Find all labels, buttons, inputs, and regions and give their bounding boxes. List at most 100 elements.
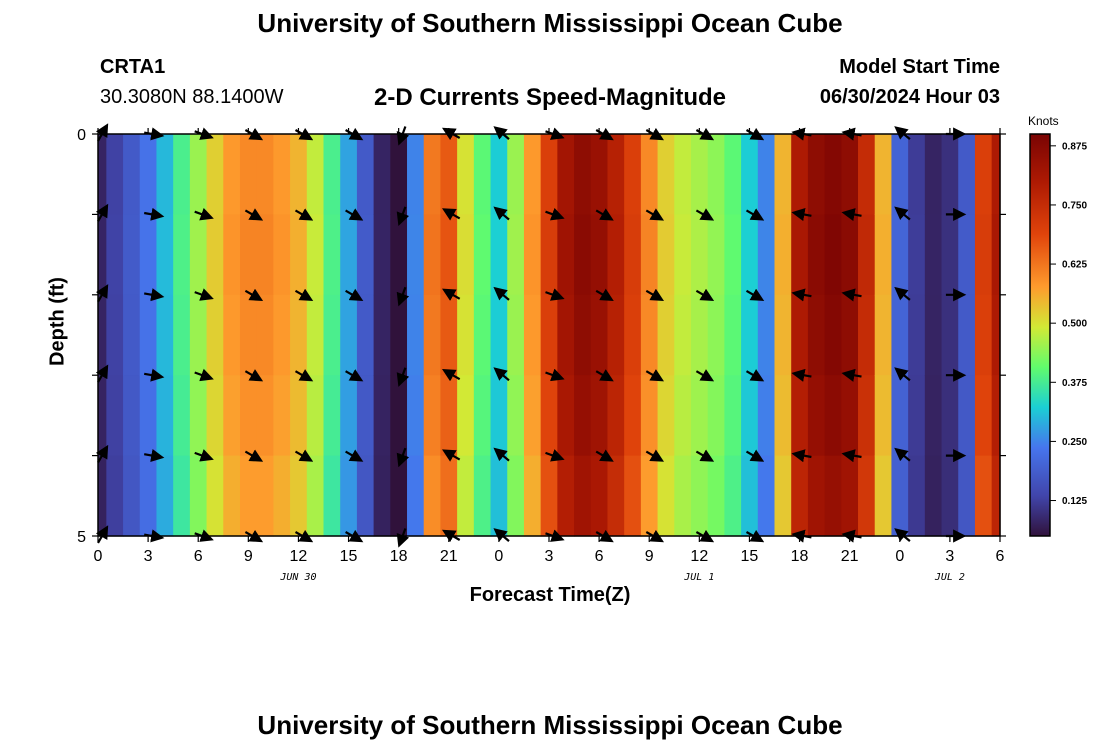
heatmap-cell bbox=[340, 455, 358, 537]
heatmap-cell bbox=[590, 134, 609, 215]
heatmap-cell bbox=[991, 455, 1001, 537]
heatmap-cell bbox=[640, 455, 659, 537]
current-vector bbox=[294, 369, 314, 382]
page-title-top: University of Southern Mississippi Ocean… bbox=[257, 8, 843, 38]
heatmap-cell bbox=[874, 294, 893, 376]
heatmap-cell bbox=[156, 214, 174, 296]
heatmap-cell bbox=[974, 134, 993, 215]
heatmap-cell bbox=[924, 455, 943, 537]
heatmap-cell bbox=[574, 455, 592, 537]
current-vector bbox=[194, 449, 214, 462]
heatmap-cell bbox=[724, 214, 742, 296]
heatmap-cell bbox=[741, 294, 759, 376]
heatmap-cell bbox=[607, 455, 625, 537]
current-vector bbox=[545, 288, 565, 301]
heatmap-cell bbox=[98, 455, 107, 537]
heatmap-cell bbox=[490, 455, 508, 537]
heatmap-cell bbox=[657, 294, 675, 376]
heatmap-cell bbox=[858, 214, 876, 296]
heatmap-cell bbox=[674, 214, 692, 296]
model-start-label: Model Start Time bbox=[839, 56, 1000, 78]
heatmap-cell bbox=[724, 134, 742, 215]
current-vector bbox=[244, 288, 264, 301]
heatmap-cell bbox=[139, 455, 158, 537]
heatmap-cell bbox=[473, 214, 492, 296]
heatmap-cell bbox=[540, 455, 558, 537]
current-vector bbox=[144, 207, 165, 221]
heatmap-cell bbox=[340, 294, 358, 376]
x-tick-label: 0 bbox=[94, 548, 103, 565]
heatmap-cell bbox=[356, 455, 375, 537]
heatmap-cell bbox=[440, 294, 458, 376]
heatmap-cell bbox=[690, 375, 709, 457]
current-vector bbox=[144, 288, 165, 302]
current-vector bbox=[95, 203, 109, 222]
x-axis-title: Forecast Time(Z) bbox=[469, 584, 631, 606]
heatmap-cell bbox=[807, 134, 826, 215]
heatmap-cell bbox=[858, 294, 876, 376]
x-tick-label: 12 bbox=[290, 548, 308, 565]
current-vector bbox=[595, 288, 614, 302]
heatmap-cell bbox=[373, 294, 391, 376]
heatmap-cell bbox=[540, 375, 558, 457]
current-vector bbox=[493, 286, 510, 301]
heatmap-cell bbox=[223, 134, 241, 215]
colorbar-gradient bbox=[1029, 133, 1051, 537]
heatmap-cell bbox=[373, 375, 391, 457]
current-vector bbox=[695, 369, 715, 382]
heatmap-cell bbox=[807, 214, 826, 296]
heatmap-cell bbox=[991, 214, 1001, 296]
current-vector bbox=[493, 367, 510, 382]
heatmap-cell bbox=[306, 375, 325, 457]
heatmap-cell bbox=[373, 214, 391, 296]
heatmap-cell bbox=[624, 134, 642, 215]
heatmap-cell bbox=[724, 294, 742, 376]
current-vector bbox=[345, 369, 364, 382]
heatmap-cell bbox=[574, 134, 592, 215]
heatmap-cell bbox=[807, 455, 826, 537]
current-vector bbox=[894, 206, 911, 221]
heatmap-cell bbox=[807, 294, 826, 376]
heatmap-cell bbox=[741, 134, 759, 215]
heatmap-cell bbox=[156, 294, 174, 376]
heatmap-cell bbox=[891, 294, 909, 376]
heatmap-cell bbox=[557, 214, 575, 296]
current-vector bbox=[645, 449, 665, 462]
heatmap-cell bbox=[256, 375, 274, 457]
heatmap-cell bbox=[657, 214, 675, 296]
current-vector bbox=[841, 449, 862, 463]
colorbar-tick-label: 0.125 bbox=[1062, 496, 1087, 507]
x-tick-label: 3 bbox=[144, 548, 153, 565]
x-tick-label: 15 bbox=[340, 548, 358, 565]
heatmap-cell bbox=[607, 134, 625, 215]
current-vector bbox=[441, 369, 461, 382]
date-label: JUL 1 bbox=[683, 572, 714, 583]
heatmap-cell bbox=[273, 134, 291, 215]
heatmap-cell bbox=[356, 134, 375, 215]
current-vector bbox=[294, 449, 314, 462]
heatmap-cell bbox=[841, 455, 859, 537]
heatmap-cell bbox=[924, 214, 943, 296]
heatmap-cell bbox=[858, 375, 876, 457]
current-vector bbox=[841, 208, 862, 222]
x-tick-label: 9 bbox=[244, 548, 253, 565]
x-tick-label: 0 bbox=[895, 548, 904, 565]
current-vector bbox=[745, 288, 765, 301]
heatmap-cell bbox=[774, 294, 792, 376]
heatmap-cell bbox=[423, 134, 442, 215]
heatmap-cell bbox=[473, 134, 492, 215]
heatmap-cell bbox=[874, 375, 893, 457]
heatmap-cell bbox=[874, 134, 893, 215]
heatmap-cell bbox=[206, 214, 224, 296]
heatmap-cell bbox=[891, 455, 909, 537]
heatmap-cell bbox=[156, 455, 174, 537]
heatmap-cell bbox=[607, 214, 625, 296]
heatmap-cell bbox=[290, 214, 308, 296]
heatmap-cell bbox=[290, 455, 308, 537]
heatmap-cell bbox=[757, 455, 776, 537]
heatmap-cell bbox=[139, 134, 158, 215]
heatmap-cell bbox=[206, 134, 224, 215]
heatmap-cell bbox=[841, 375, 859, 457]
heatmap-cell bbox=[724, 455, 742, 537]
heatmap-cell bbox=[239, 214, 258, 296]
